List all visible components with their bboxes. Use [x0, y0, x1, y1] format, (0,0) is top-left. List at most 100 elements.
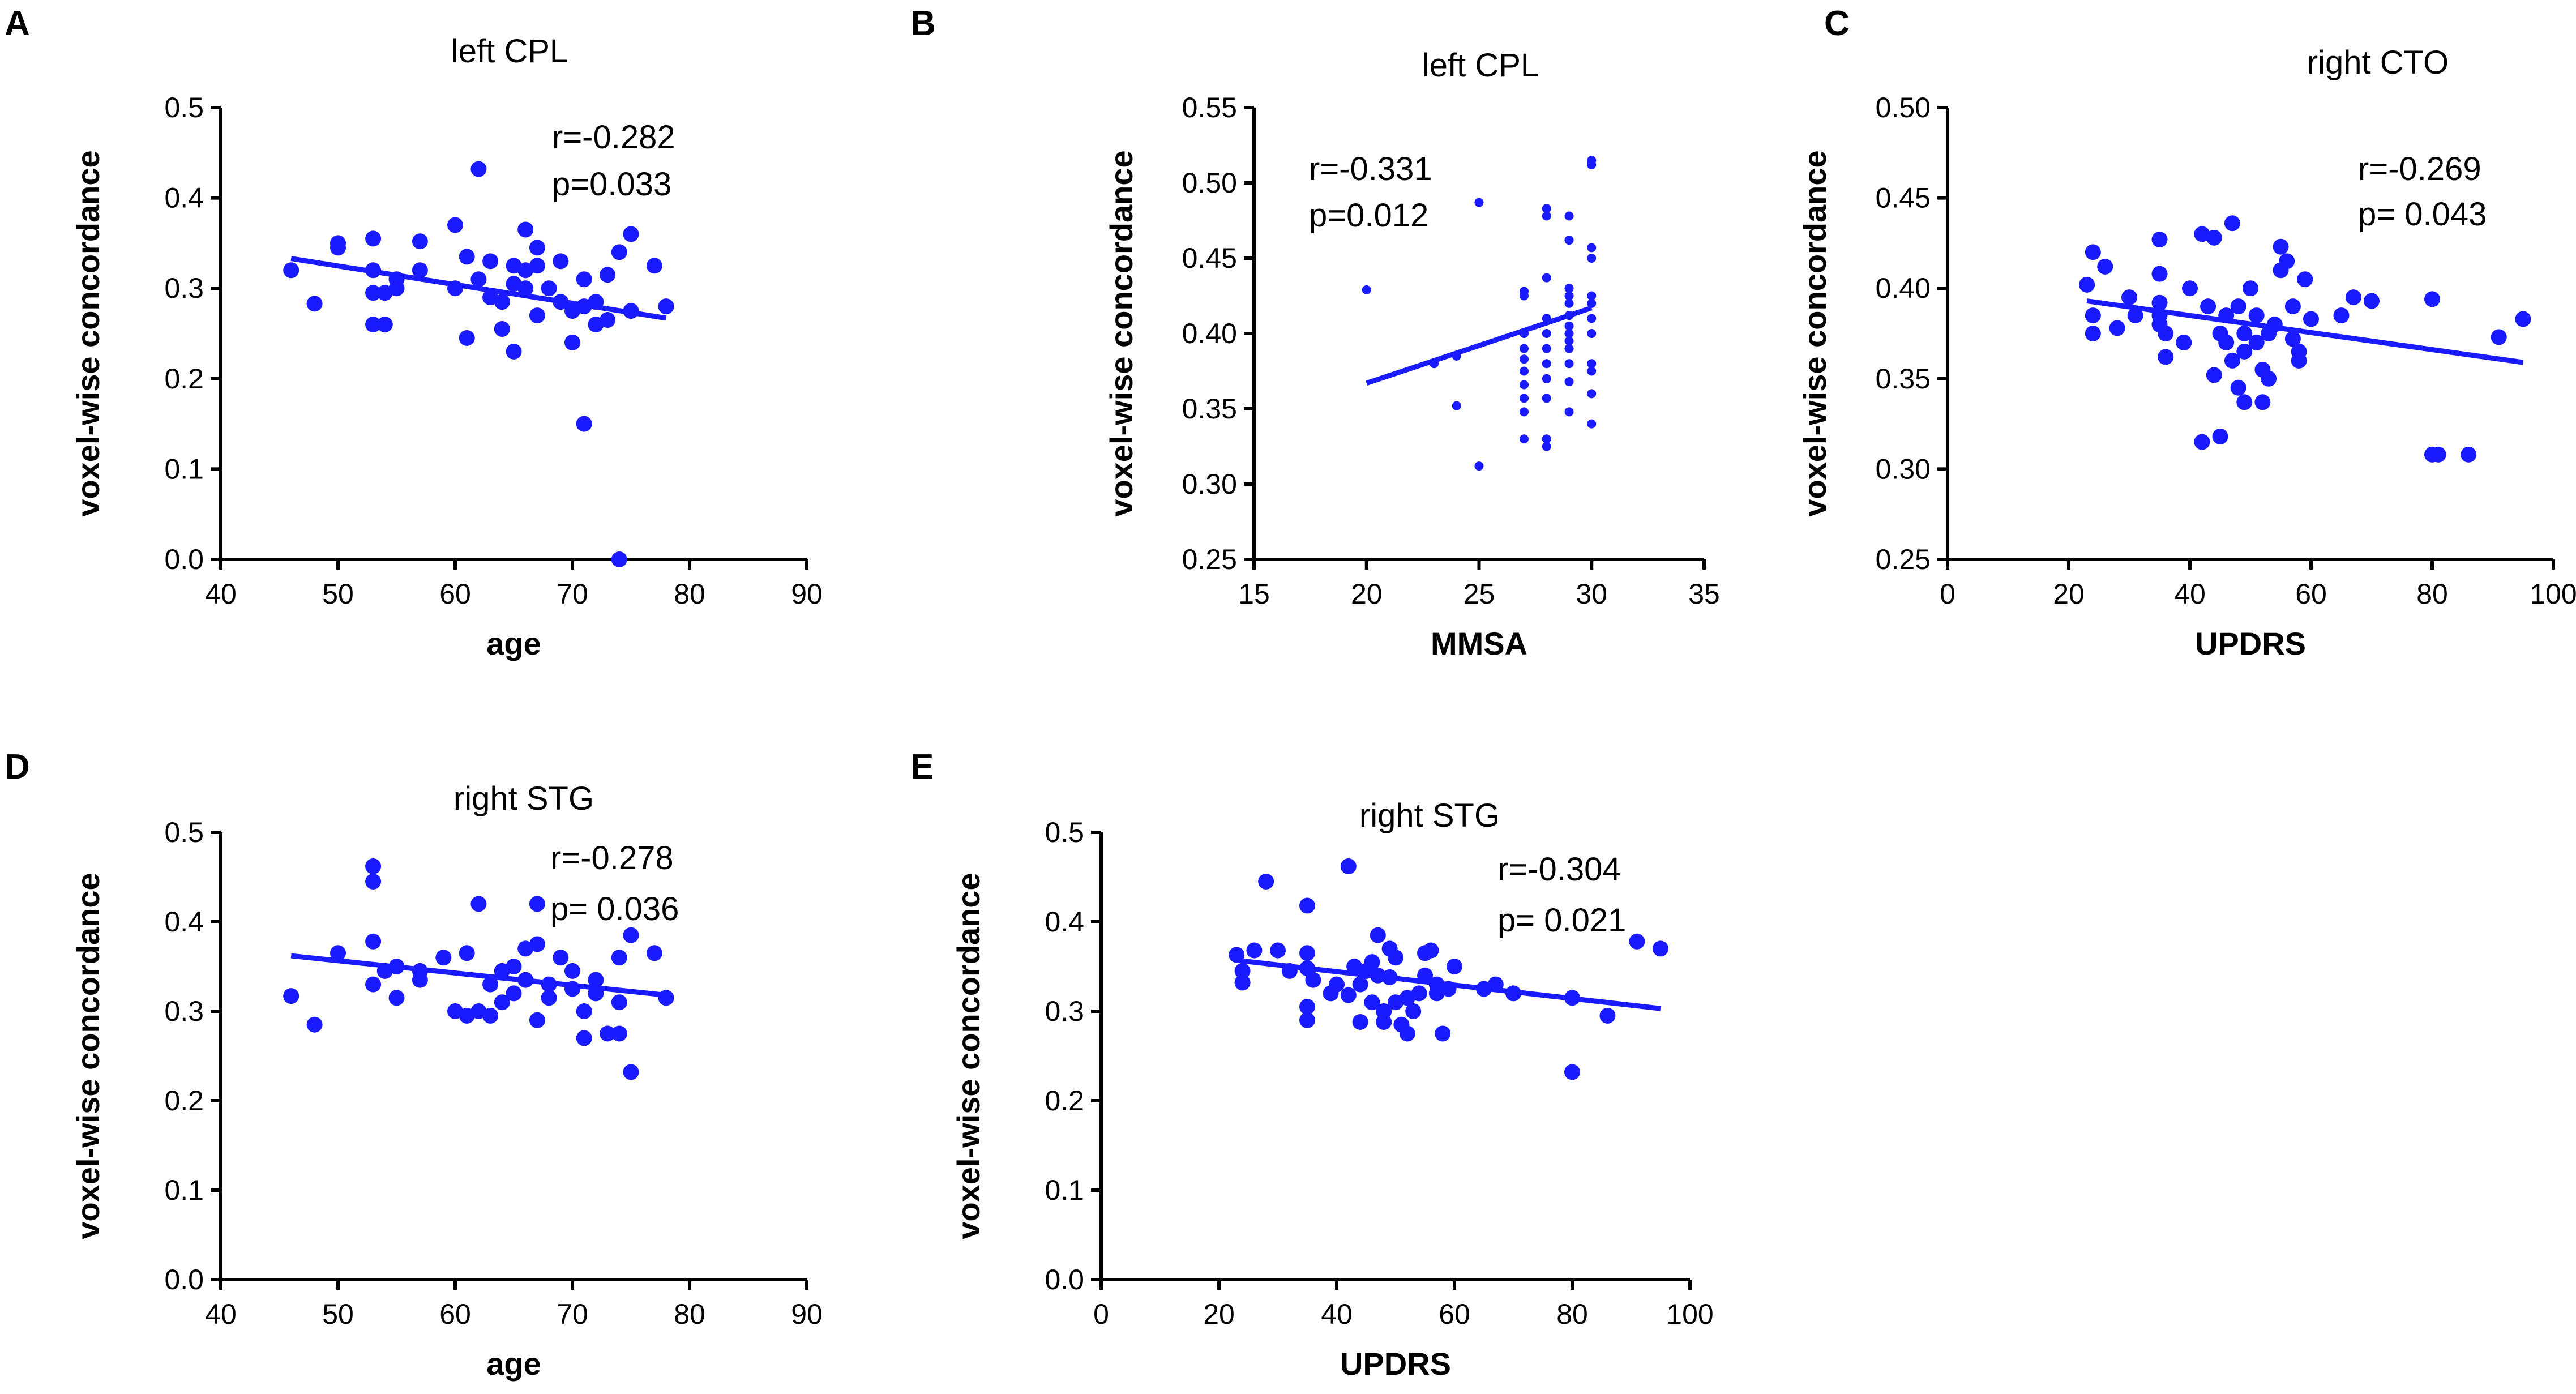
- x-tick-label: 70: [557, 1298, 588, 1330]
- y-tick-label: 0.3: [164, 995, 204, 1027]
- data-point: [1399, 1025, 1415, 1042]
- data-point: [1246, 942, 1263, 959]
- data-point: [1542, 359, 1551, 369]
- regression-line: [290, 953, 667, 998]
- data-point: [2097, 258, 2113, 275]
- data-point: [1542, 329, 1551, 338]
- data-point: [482, 976, 499, 993]
- data-point: [2109, 320, 2125, 336]
- data-point: [1364, 954, 1380, 970]
- y-tick-label: 0.50: [1876, 92, 1931, 123]
- data-point: [1587, 389, 1597, 399]
- x-tick-label: 80: [674, 1298, 705, 1330]
- data-point: [1234, 963, 1251, 979]
- data-point: [1564, 284, 1574, 293]
- y-axis-label: voxel-wise concordance: [70, 873, 106, 1239]
- data-point: [506, 959, 522, 974]
- data-point: [517, 221, 534, 238]
- panel-letter: C: [1824, 4, 1850, 43]
- y-tick-label: 0.2: [1045, 1085, 1084, 1117]
- data-point: [611, 994, 627, 1011]
- x-tick-label: 50: [322, 578, 354, 610]
- x-tick-label: 0: [1940, 578, 1955, 610]
- data-point: [611, 551, 627, 567]
- data-point: [1564, 359, 1574, 369]
- regression-line: [1236, 957, 1661, 1011]
- data-point: [1299, 897, 1315, 914]
- data-point: [646, 258, 662, 274]
- data-point: [365, 858, 382, 875]
- data-point: [1653, 940, 1668, 957]
- data-point: [1587, 254, 1597, 263]
- y-tick-label: 0.40: [1182, 318, 1237, 349]
- data-point: [2254, 394, 2271, 410]
- data-point: [2151, 232, 2168, 248]
- data-point: [1629, 933, 1645, 950]
- y-tick-label: 0.4: [164, 906, 204, 938]
- x-tick-label: 90: [791, 578, 823, 610]
- data-point: [2194, 434, 2210, 450]
- data-point: [2200, 298, 2216, 315]
- y-tick-label: 0.3: [164, 272, 204, 304]
- data-point: [1564, 336, 1574, 346]
- x-tick-label: 0: [1093, 1298, 1109, 1330]
- x-tick-label: 15: [1238, 578, 1270, 610]
- data-point: [1447, 959, 1462, 974]
- data-point: [623, 1064, 639, 1080]
- data-point: [1564, 344, 1574, 353]
- data-point: [1564, 329, 1574, 338]
- correlation-p-label: p=0.012: [1309, 197, 1428, 234]
- y-tick-label: 0.0: [164, 544, 204, 575]
- data-point: [2284, 298, 2301, 315]
- data-point: [2491, 329, 2507, 345]
- x-tick-label: 100: [1666, 1298, 1713, 1330]
- data-point: [2079, 276, 2095, 293]
- data-point: [1587, 243, 1597, 253]
- data-point: [2127, 307, 2143, 324]
- data-point: [2248, 334, 2265, 350]
- data-point: [576, 1003, 592, 1019]
- data-point: [576, 271, 592, 288]
- data-point: [588, 972, 604, 988]
- data-point: [1388, 950, 1403, 966]
- data-point: [1423, 942, 1439, 959]
- data-point: [1299, 1012, 1315, 1028]
- data-point: [2243, 280, 2258, 297]
- data-point: [529, 240, 545, 256]
- data-point: [2121, 289, 2137, 306]
- y-tick-label: 0.5: [164, 92, 204, 123]
- data-point: [1542, 434, 1551, 444]
- data-point: [517, 280, 534, 297]
- data-point: [388, 280, 405, 297]
- data-point: [2218, 334, 2235, 350]
- data-point: [1234, 974, 1251, 991]
- chart-title: right STG: [1359, 797, 1500, 834]
- data-point: [412, 972, 428, 988]
- data-point: [459, 945, 475, 961]
- data-point: [306, 1016, 323, 1033]
- x-tick-label: 90: [791, 1298, 823, 1330]
- chart-title: left CPL: [1422, 47, 1539, 84]
- data-point: [1520, 407, 1529, 417]
- data-point: [365, 230, 382, 247]
- data-point: [1542, 374, 1551, 383]
- data-point: [1542, 273, 1551, 283]
- y-tick-label: 0.5: [164, 816, 204, 848]
- data-point: [2515, 311, 2531, 327]
- x-tick-label: 50: [322, 1298, 354, 1330]
- x-tick-label: 20: [1351, 578, 1383, 610]
- x-tick-label: 100: [2530, 578, 2576, 610]
- data-point: [506, 985, 522, 1002]
- data-point: [611, 244, 627, 260]
- data-point: [1340, 858, 1357, 875]
- data-point: [412, 262, 428, 279]
- data-point: [1411, 985, 1427, 1002]
- chart-title: left CPL: [451, 33, 568, 70]
- data-point: [1370, 927, 1386, 943]
- x-axis-label: UPDRS: [1340, 1346, 1451, 1382]
